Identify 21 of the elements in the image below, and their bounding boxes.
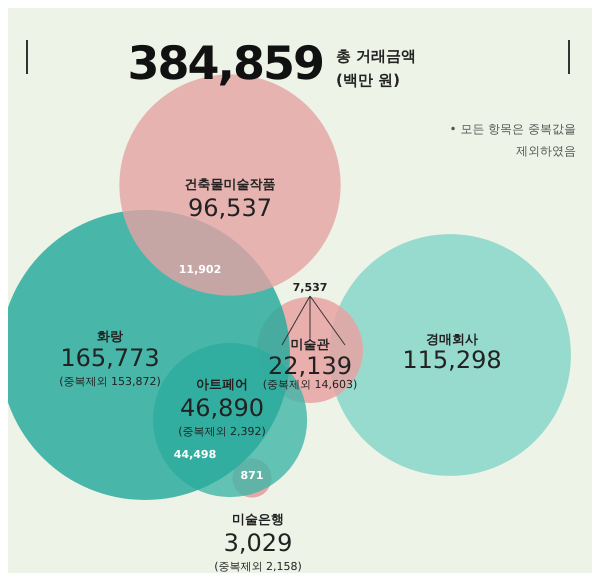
data-label: 115,298 <box>402 346 502 374</box>
data-label: 46,890 <box>180 394 264 422</box>
data-label: 165,773 <box>60 344 160 372</box>
category-label: 건축물미술작품 <box>184 177 276 192</box>
text: 871 <box>240 468 264 482</box>
text: 384,859 <box>127 36 323 90</box>
data-label: 96,537 <box>188 194 272 222</box>
category-label: 미술관 <box>290 337 330 352</box>
text: • 모든 항목은 중복값을 제외하였음 <box>448 121 576 160</box>
category-label: 경매회사 <box>426 332 478 348</box>
category-label: 화랑 <box>97 329 123 344</box>
text: (중복제외 153,872) <box>59 374 161 388</box>
text: 7,537 <box>292 280 328 294</box>
category-label: 미술은행 <box>232 512 284 528</box>
text: 총 거래금액 (백만 원) <box>336 46 418 91</box>
data-label: 3,029 <box>224 529 292 558</box>
text: (중복제외 2,158) <box>214 560 302 573</box>
category-label: 아트페어 <box>196 377 248 392</box>
text: 11,902 <box>178 262 222 276</box>
text: 44,498 <box>174 448 216 461</box>
text: (중복제외 2,392) <box>178 424 266 438</box>
